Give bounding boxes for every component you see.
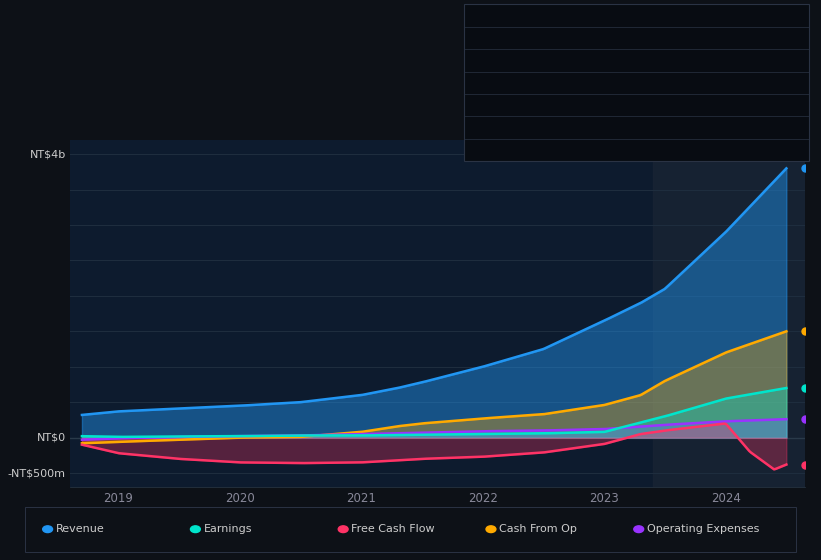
Text: 23.6% profit margin: 23.6% profit margin	[636, 78, 762, 88]
Text: NT$1.172b /yr: NT$1.172b /yr	[636, 123, 716, 133]
Text: -NT$380.603m /yr: -NT$380.603m /yr	[636, 100, 737, 110]
Text: Free Cash Flow: Free Cash Flow	[351, 524, 435, 534]
Text: NT$3.008b /yr: NT$3.008b /yr	[636, 33, 716, 43]
Text: NT$242.247m /yr: NT$242.247m /yr	[636, 145, 734, 155]
Bar	[653, 140, 805, 487]
Text: Revenue: Revenue	[56, 524, 104, 534]
Text: Free Cash Flow: Free Cash Flow	[474, 100, 557, 110]
Text: Operating Expenses: Operating Expenses	[474, 145, 586, 155]
Text: Revenue: Revenue	[474, 33, 522, 43]
Text: -NT$500m: -NT$500m	[7, 468, 66, 478]
Text: NT$711.002m /yr: NT$711.002m /yr	[636, 55, 734, 66]
Text: Earnings: Earnings	[204, 524, 252, 534]
Text: Cash From Op: Cash From Op	[499, 524, 577, 534]
Text: Jun 30 2024: Jun 30 2024	[474, 9, 552, 22]
Text: Cash From Op: Cash From Op	[474, 123, 552, 133]
Text: Operating Expenses: Operating Expenses	[647, 524, 759, 534]
Text: NT$0: NT$0	[37, 432, 66, 442]
Text: Earnings: Earnings	[474, 55, 522, 66]
Text: NT$4b: NT$4b	[30, 149, 66, 159]
